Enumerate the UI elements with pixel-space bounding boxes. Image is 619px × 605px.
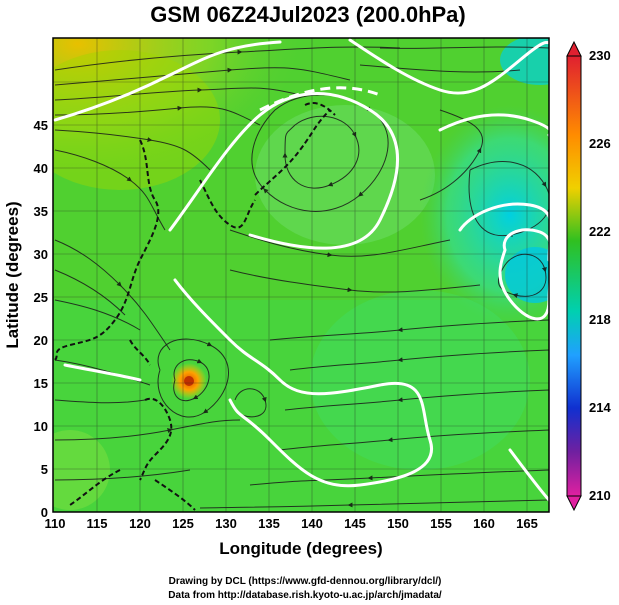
- temperature-field: [53, 38, 549, 512]
- x-tick: 110: [45, 516, 66, 531]
- y-axis-label: Latitude (degrees): [3, 201, 22, 348]
- y-tick: 20: [34, 333, 48, 348]
- colorbar-tick: 226: [589, 136, 611, 151]
- x-axis-label: Longitude (degrees): [219, 539, 382, 558]
- x-tick: 145: [344, 516, 366, 531]
- colorbar-tick: 222: [589, 224, 611, 239]
- colorbar-top-arrow: [566, 40, 582, 57]
- y-tick: 40: [34, 161, 48, 176]
- colorbar-tick: 210: [589, 488, 611, 503]
- y-tick: 5: [41, 462, 48, 477]
- x-tick: 115: [87, 516, 108, 531]
- x-tick: 155: [430, 516, 452, 531]
- x-tick: 165: [516, 516, 538, 531]
- y-tick: 25: [34, 290, 48, 305]
- credit-data: Data from http://database.rish.kyoto-u.a…: [168, 590, 442, 601]
- x-tick: 150: [387, 516, 409, 531]
- x-axis-ticks: 110 115 120 125 130 135 140 145 150 155 …: [45, 516, 538, 531]
- colorbar: 230 226 222 218 214 210: [566, 40, 611, 512]
- y-tick: 0: [41, 505, 48, 520]
- contour-lines: [53, 38, 549, 502]
- colorbar-scale: [566, 55, 582, 497]
- x-tick: 135: [258, 516, 280, 531]
- plot-frame: [52, 37, 550, 513]
- colorbar-bottom-arrow: [566, 495, 582, 512]
- credit-drawing: Drawing by DCL (https://www.gfd-dennou.o…: [169, 576, 442, 587]
- map-title: GSM 06Z24Jul2023 (200.0hPa): [150, 2, 466, 27]
- coastlines: [54, 102, 336, 511]
- colorbar-tick: 218: [589, 312, 611, 327]
- x-tick: 140: [301, 516, 323, 531]
- y-tick: 45: [34, 118, 48, 133]
- y-tick: 35: [34, 204, 48, 219]
- x-tick: 130: [215, 516, 237, 531]
- y-tick: 10: [34, 419, 48, 434]
- x-tick: 125: [172, 516, 194, 531]
- colorbar-tick: 214: [589, 400, 611, 415]
- y-tick: 30: [34, 247, 48, 262]
- x-tick: 160: [473, 516, 495, 531]
- colorbar-tick: 230: [589, 48, 611, 63]
- x-tick: 120: [129, 516, 151, 531]
- y-axis-ticks: 0 5 10 15 20 25 30 35 40 45: [34, 118, 48, 520]
- streamlines: [54, 46, 549, 509]
- y-tick: 15: [34, 376, 48, 391]
